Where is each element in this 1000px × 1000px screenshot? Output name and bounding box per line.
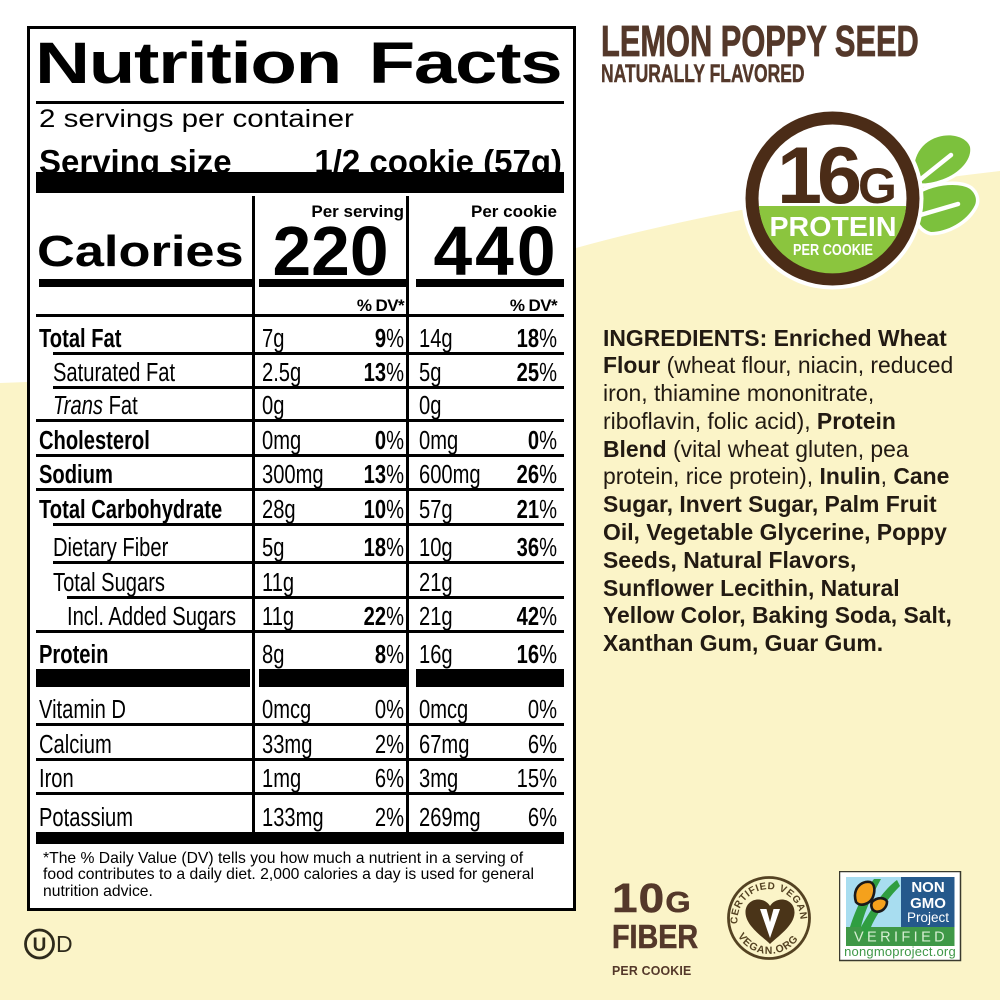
svg-text:PROTEIN: PROTEIN [770,211,897,242]
svg-text:U: U [33,935,47,956]
svg-text:NON: NON [911,879,944,896]
svg-text:D: D [56,931,73,957]
svg-text:GMO: GMO [910,895,946,912]
svg-text:G: G [858,158,897,214]
svg-text:16: 16 [777,131,860,221]
svg-text:nongmoproject.org: nongmoproject.org [844,944,956,959]
svg-text:VERIFIED: VERIFIED [854,930,948,946]
svg-text:PER COOKIE: PER COOKIE [793,242,873,259]
svg-text:Project: Project [907,910,949,925]
